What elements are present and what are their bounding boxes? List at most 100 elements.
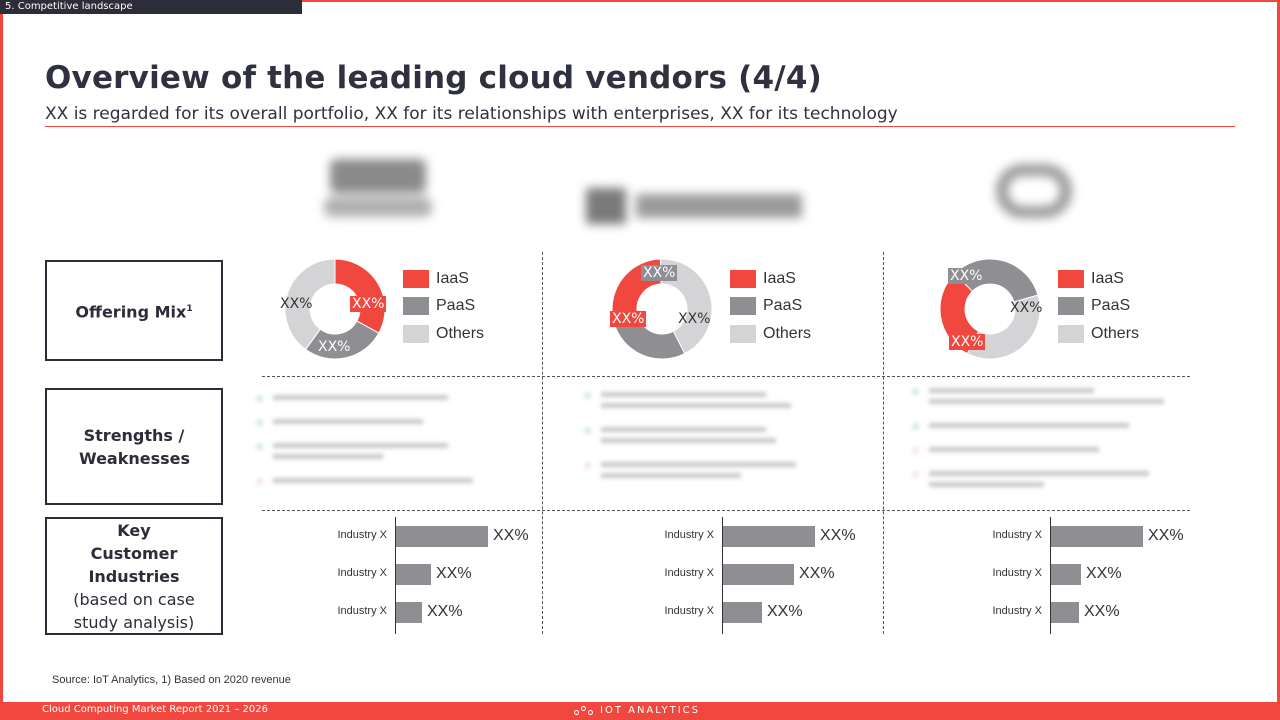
bar-axis xyxy=(722,517,723,634)
vendor-1-industries-chart: Industry X XX% Industry X XX% Industry X XX% xyxy=(262,517,532,634)
industry-value: XX% xyxy=(799,565,835,582)
industry-bar xyxy=(396,564,431,585)
industry-label: Industry X xyxy=(992,529,1042,541)
row-label-offering-mix: Offering Mix1 xyxy=(45,260,223,361)
industry-bar xyxy=(723,526,815,547)
industry-bar xyxy=(1051,564,1081,585)
vendor-2-others-label: XX% xyxy=(678,311,711,327)
legend-item-paas: PaaS xyxy=(403,293,484,321)
industry-label: Industry X xyxy=(664,567,714,579)
legend-label: Others xyxy=(1091,324,1140,342)
page-subtitle: XX is regarded for its overall portfolio… xyxy=(45,104,898,124)
vendor-1-strengths-redacted xyxy=(256,391,496,498)
vendor-1-others-label: XX% xyxy=(280,296,313,312)
vendor-2-legend: IaaS PaaS Others xyxy=(730,265,811,348)
legend-label: IaaS xyxy=(763,269,796,287)
industry-bar xyxy=(723,564,794,585)
industry-label: Industry X xyxy=(337,605,387,617)
legend-swatch-paas xyxy=(1058,297,1084,316)
legend-item-others: Others xyxy=(1058,320,1139,348)
bar-axis xyxy=(1050,517,1051,634)
vendor-3-others-label: XX% xyxy=(1010,300,1043,316)
vendor-1-logo xyxy=(322,155,434,225)
industry-value: XX% xyxy=(767,603,803,620)
industry-value: XX% xyxy=(493,527,529,544)
legend-label: IaaS xyxy=(1091,269,1124,287)
legend-swatch-iaas xyxy=(1058,269,1084,288)
row-label-strengths: Strengths / Weaknesses xyxy=(45,388,223,505)
footer-logo-text: IOT ANALYTICS xyxy=(600,705,701,716)
industry-value: XX% xyxy=(427,603,463,620)
column-divider-1 xyxy=(542,252,543,634)
legend-swatch-iaas xyxy=(730,269,756,288)
strengths-label: Strengths / Weaknesses xyxy=(79,425,191,468)
legend-label: Others xyxy=(763,324,812,342)
vendor-3-strengths-redacted xyxy=(912,384,1172,502)
donut-segment-others xyxy=(284,258,336,351)
legend-label: Others xyxy=(436,324,485,342)
legend-item-paas: PaaS xyxy=(730,293,811,321)
page-title: Overview of the leading cloud vendors (4… xyxy=(45,60,822,96)
legend-label: PaaS xyxy=(1091,297,1131,315)
legend-item-others: Others xyxy=(403,320,484,348)
column-divider-2 xyxy=(883,252,884,634)
legend-swatch-others xyxy=(730,324,756,343)
legend-label: PaaS xyxy=(436,297,476,315)
source-note: Source: IoT Analytics, 1) Based on 2020 … xyxy=(52,674,291,686)
legend-swatch-others xyxy=(1058,324,1084,343)
title-divider xyxy=(45,126,1235,127)
industry-value: XX% xyxy=(1084,603,1120,620)
vendor-3-paas-label: XX% xyxy=(948,268,985,284)
industry-bar xyxy=(1051,526,1143,547)
industry-value: XX% xyxy=(436,565,472,582)
industry-label: Industry X xyxy=(337,567,387,579)
left-border xyxy=(0,0,3,720)
vendor-3-legend: IaaS PaaS Others xyxy=(1058,265,1139,348)
vendor-2-logo xyxy=(586,184,806,228)
bar-axis xyxy=(395,517,396,634)
industry-label: Industry X xyxy=(337,529,387,541)
industry-bar xyxy=(396,602,422,623)
legend-item-iaas: IaaS xyxy=(730,265,811,293)
legend-label: IaaS xyxy=(436,269,469,287)
legend-swatch-others xyxy=(403,324,429,343)
legend-swatch-paas xyxy=(403,297,429,316)
legend-swatch-iaas xyxy=(403,269,429,288)
footer-report-title: Cloud Computing Market Report 2021 – 202… xyxy=(42,704,268,715)
vendor-1-legend: IaaS PaaS Others xyxy=(403,265,484,348)
row-divider-2 xyxy=(262,510,1190,511)
legend-item-iaas: IaaS xyxy=(403,265,484,293)
industry-value: XX% xyxy=(820,527,856,544)
legend-label: PaaS xyxy=(763,297,803,315)
legend-swatch-paas xyxy=(730,297,756,316)
industry-label: Industry X xyxy=(664,529,714,541)
vendor-1-iaas-label: XX% xyxy=(350,296,387,312)
industry-label: Industry X xyxy=(664,605,714,617)
vendor-2-industries-chart: Industry X XX% Industry X XX% Industry X XX% xyxy=(589,517,859,634)
key-industries-label: Key Customer Industries xyxy=(88,520,180,586)
vendor-2-iaas-label: XX% xyxy=(610,311,647,327)
legend-item-paas: PaaS xyxy=(1058,293,1139,321)
industry-value: XX% xyxy=(1086,565,1122,582)
industry-label: Industry X xyxy=(992,567,1042,579)
vendor-2-paas-label: XX% xyxy=(641,265,678,281)
legend-item-others: Others xyxy=(730,320,811,348)
industry-bar xyxy=(396,526,488,547)
industry-value: XX% xyxy=(1148,527,1184,544)
row-label-key-industries: Key Customer Industries (based on case s… xyxy=(45,517,223,635)
footer-logo: IOT ANALYTICS xyxy=(574,705,700,716)
footer-bar: Cloud Computing Market Report 2021 – 202… xyxy=(0,702,1280,720)
industry-bar xyxy=(723,602,762,623)
vendor-1-paas-label: XX% xyxy=(318,339,351,355)
top-border xyxy=(0,0,1280,2)
vendor-3-logo xyxy=(990,156,1080,228)
network-icon xyxy=(574,705,594,716)
section-tag: 5. Competitive landscape xyxy=(0,0,302,14)
right-border xyxy=(1277,0,1280,720)
footnote-marker: 1 xyxy=(186,303,193,314)
row-divider-1 xyxy=(262,376,1190,377)
vendor-2-strengths-redacted xyxy=(584,388,814,493)
vendor-3-iaas-label: XX% xyxy=(949,334,986,350)
donut-segment-others xyxy=(659,258,713,355)
industry-bar xyxy=(1051,602,1079,623)
